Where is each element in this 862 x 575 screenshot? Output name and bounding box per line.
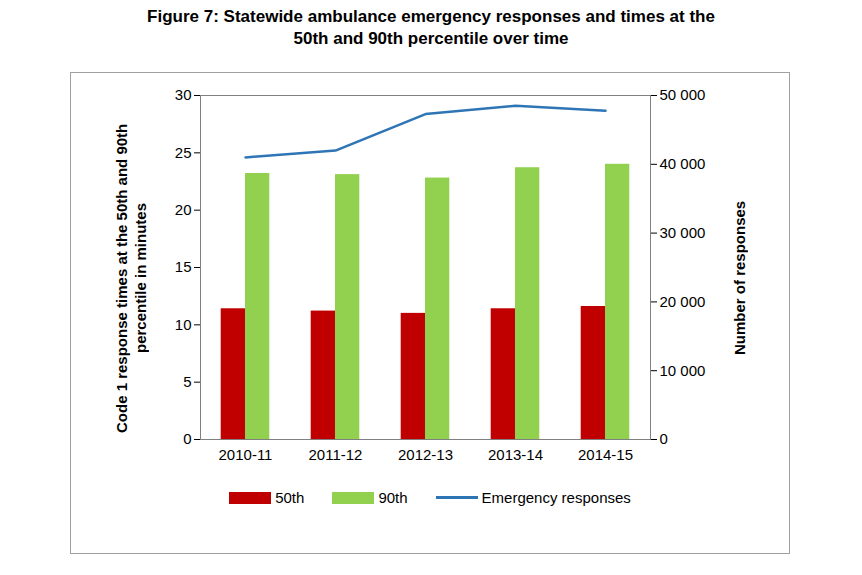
svg-text:20 000: 20 000 xyxy=(659,293,705,310)
svg-text:2010-11: 2010-11 xyxy=(218,446,272,463)
svg-text:10 000: 10 000 xyxy=(659,362,705,379)
svg-text:30 000: 30 000 xyxy=(659,224,705,241)
html-text:Emergency responses: Emergency responses xyxy=(481,489,631,506)
svg-text:30: 30 xyxy=(174,86,191,103)
svg-text:2014-15: 2014-15 xyxy=(577,446,632,463)
html-text:Number of responses: Number of responses xyxy=(730,200,748,356)
svg-text:10: 10 xyxy=(174,316,191,333)
html-text:50th: 50th xyxy=(275,489,305,506)
html-text:90th: 90th xyxy=(378,489,408,506)
svg-text:25: 25 xyxy=(174,144,191,161)
svg-text:5: 5 xyxy=(183,373,191,390)
svg-text:50 000: 50 000 xyxy=(659,86,705,103)
svg-text:0: 0 xyxy=(183,430,191,447)
svg-text:20: 20 xyxy=(174,201,191,218)
svg-text:0: 0 xyxy=(659,430,667,447)
svg-text:40 000: 40 000 xyxy=(659,155,705,172)
svg-text:2012-13: 2012-13 xyxy=(397,446,452,463)
html-text:Code 1 response times at the 5: Code 1 response times at the 50th and 90… xyxy=(112,123,149,433)
html-text:Figure 7: Statewide ambulance: Figure 7: Statewide ambulance emergency … xyxy=(147,7,715,48)
svg-text:2013-14: 2013-14 xyxy=(487,446,542,463)
svg-text:2011-12: 2011-12 xyxy=(308,446,362,463)
svg-text:15: 15 xyxy=(174,258,191,275)
